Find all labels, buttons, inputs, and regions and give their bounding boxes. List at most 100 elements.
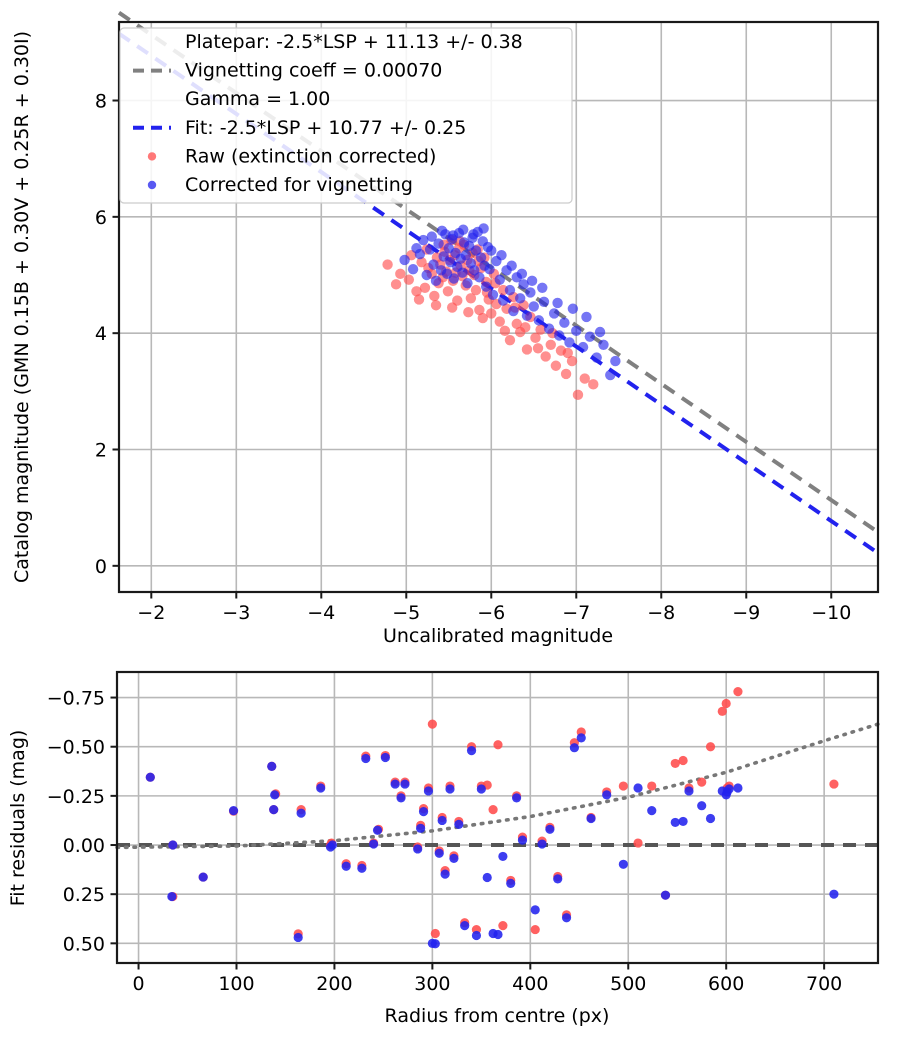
series-corrected-for-vignetting (145, 733, 839, 949)
data-point (504, 284, 516, 296)
data-point (577, 341, 589, 353)
data-point (594, 326, 606, 338)
ytick-label: 0.25 (63, 884, 105, 906)
data-point (498, 921, 508, 931)
data-point (468, 229, 479, 240)
data-point (543, 323, 555, 334)
legend-entry-label: Fit: -2.5*LSP + 10.77 +/- 0.25 (185, 117, 466, 139)
data-point (430, 928, 440, 939)
data-point (466, 746, 477, 756)
data-point (572, 389, 584, 401)
data-point (474, 272, 485, 283)
ytick-label: 6 (95, 207, 107, 229)
series-corrected-for-vignetting (399, 223, 621, 381)
data-point (471, 930, 482, 941)
data-point (525, 287, 536, 298)
data-point (550, 360, 562, 371)
data-point (438, 251, 449, 262)
data-point (733, 783, 743, 793)
ytick-label: −0.25 (47, 786, 105, 808)
top-panel-xlabel: Uncalibrated magnitude (383, 625, 613, 647)
ytick-label: 8 (95, 91, 107, 113)
bottom-panel-data (115, 687, 880, 949)
data-point (327, 840, 338, 850)
data-point (228, 806, 239, 816)
xtick-label: 600 (708, 973, 744, 995)
data-point (316, 783, 326, 793)
data-point (497, 295, 509, 306)
data-point (430, 939, 440, 949)
data-point (530, 332, 541, 344)
data-point (474, 304, 485, 316)
xtick-label: 700 (806, 973, 842, 995)
ytick-label: −0.75 (47, 688, 105, 710)
data-point (437, 815, 447, 826)
data-point (429, 290, 440, 302)
legend-entry-label: Platepar: -2.5*LSP + 11.13 +/- 0.38 (185, 31, 523, 53)
data-point (458, 224, 469, 235)
data-point (528, 301, 539, 312)
data-point (705, 813, 716, 824)
data-point (395, 268, 406, 280)
data-point (530, 905, 540, 915)
ytick-label: 0.00 (63, 835, 105, 857)
data-point (145, 772, 155, 782)
bottom-panel-xlabel: Radius from centre (px) (385, 1005, 610, 1027)
top-panel-frame (117, 20, 880, 594)
data-point (618, 781, 628, 791)
data-point (520, 322, 531, 333)
data-point (423, 786, 434, 796)
data-point (413, 294, 425, 305)
bottom-panel-frame (115, 670, 880, 965)
data-point (168, 840, 178, 850)
data-point (465, 293, 477, 304)
data-point (400, 779, 410, 789)
data-point (416, 823, 426, 833)
data-point (518, 279, 529, 290)
data-point (540, 351, 551, 362)
data-point (270, 790, 280, 800)
xtick-label: −5 (392, 602, 420, 624)
xtick-label: −4 (307, 602, 335, 624)
ytick-label: 0.50 (63, 933, 105, 955)
data-point (566, 355, 578, 367)
bottom-panel-gridlines (117, 672, 878, 963)
data-point (454, 819, 464, 829)
data-point (610, 355, 621, 367)
xtick-label: −7 (562, 602, 590, 624)
data-point (535, 324, 546, 335)
data-point (476, 784, 486, 794)
data-point (460, 250, 471, 261)
data-point (697, 777, 707, 787)
xtick-label: 500 (610, 973, 646, 995)
data-point (390, 779, 400, 789)
data-point (538, 296, 550, 307)
data-point (530, 924, 540, 935)
legend-entry-label: Raw (extinction corrected) (185, 145, 436, 167)
data-point (705, 742, 716, 752)
data-point (537, 839, 547, 849)
top-panel-ticks: −2 −3 −4 −5 −6 −7 −8 −9 −10 0 2 4 6 8 (95, 91, 851, 624)
data-point (460, 921, 470, 931)
data-point (488, 805, 498, 815)
data-point (569, 743, 579, 753)
data-point (428, 259, 439, 270)
data-point (533, 315, 545, 326)
fit-residuals-panel: 0 100 200 300 400 500 600 700 −0.75 −0.50 −0.25 0.0… (7, 670, 880, 1027)
xtick-label: −8 (647, 602, 675, 624)
data-point (724, 784, 734, 794)
xtick-label: 200 (316, 973, 352, 995)
data-point (554, 330, 565, 341)
data-point (504, 334, 516, 346)
data-point (418, 234, 429, 246)
data-point (647, 781, 657, 791)
data-point (421, 269, 432, 281)
legend-entry-label: Vignetting coeff = 0.00070 (185, 60, 442, 82)
data-point (561, 913, 572, 923)
data-point (521, 310, 533, 321)
xtick-label: 400 (512, 973, 548, 995)
data-point (598, 339, 609, 351)
data-point (407, 263, 419, 275)
data-point (579, 373, 590, 384)
